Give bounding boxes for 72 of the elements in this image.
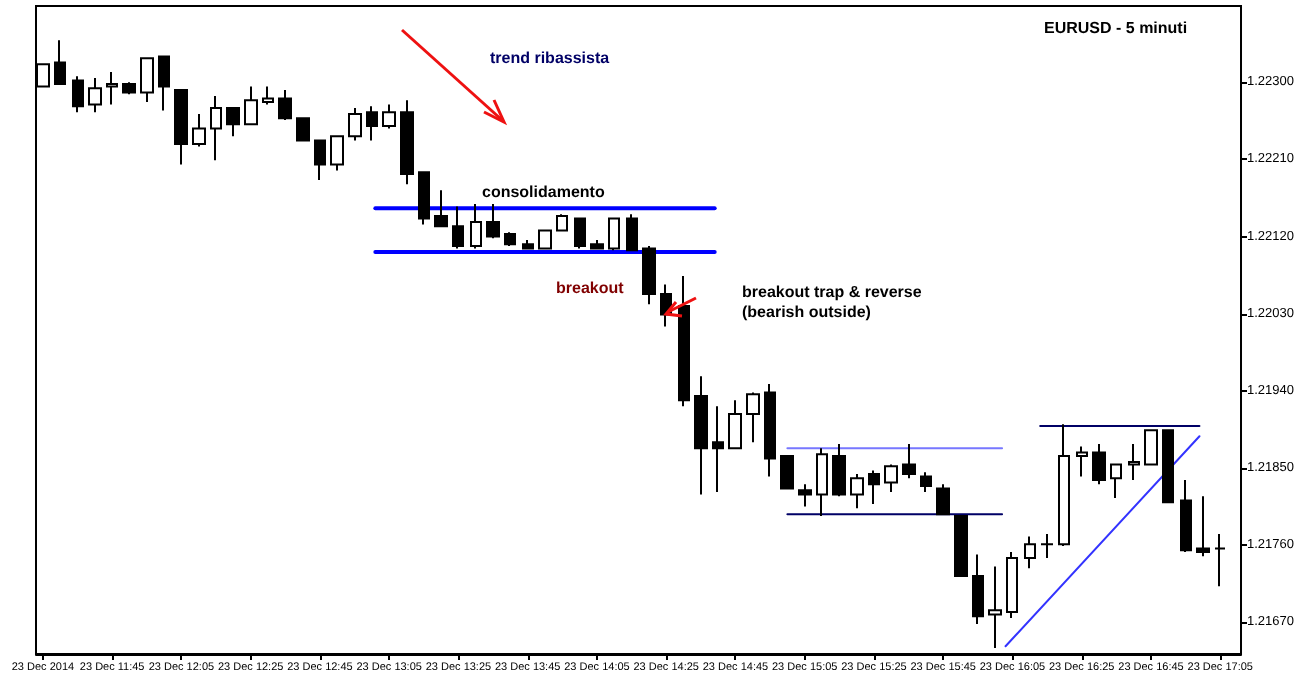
candlestick: [936, 483, 950, 516]
candlestick: [608, 217, 620, 252]
annotation: breakout trap & reverse (bearish outside): [742, 283, 923, 321]
candlestick: [590, 239, 604, 250]
candlestick: [418, 171, 430, 226]
candlestick: [192, 113, 206, 148]
candlestick: [72, 75, 84, 114]
candlestick: [1040, 533, 1054, 559]
candlestick: [522, 239, 534, 250]
candlestick: [626, 213, 638, 252]
candlestick: [106, 71, 118, 106]
candlestick: [210, 95, 222, 162]
candlestick: [850, 473, 864, 510]
candlestick: [504, 231, 516, 247]
candlestick: [972, 553, 984, 625]
candlestick: [556, 213, 568, 232]
candlestick: [902, 443, 916, 480]
candlestick: [780, 455, 794, 490]
candlestick: [382, 103, 396, 130]
text: EURUSD - 5 minuti: [1044, 19, 1188, 37]
candlestick: [1128, 443, 1140, 481]
candlestick: [452, 205, 464, 250]
candlestick: [366, 105, 378, 142]
annotation: consolidamento: [482, 183, 605, 201]
candlestick: [884, 463, 898, 493]
candlestick: [1006, 551, 1018, 619]
candlestick: [140, 57, 154, 103]
candlestick: [1144, 429, 1158, 466]
candlestick: [278, 89, 292, 121]
candlestick: [122, 81, 136, 96]
candlestick: [244, 85, 258, 126]
candlestick: [1214, 533, 1226, 588]
candlestick: [728, 399, 742, 450]
candlestick: [1196, 495, 1210, 558]
candlestick: [832, 443, 846, 498]
candlestick: [262, 85, 274, 106]
candlestick: [54, 39, 66, 85]
candlestick: [486, 203, 500, 240]
candlestick: [88, 77, 102, 114]
annotation: breakout: [556, 279, 625, 297]
candlestick: [678, 275, 690, 408]
candlestick: [296, 117, 310, 142]
candlestick: [174, 89, 188, 166]
candlestick: [954, 515, 968, 577]
candlestick: [816, 447, 828, 517]
candlestick: [1092, 443, 1106, 486]
candlestick: [226, 107, 240, 138]
candlestick: [314, 139, 326, 181]
candlestick: [1058, 423, 1070, 547]
candlestick: [1180, 479, 1192, 553]
candlestick: [348, 107, 362, 142]
candlestick: [158, 55, 170, 112]
candlestick: [764, 383, 776, 478]
candlestick: [1024, 535, 1036, 570]
candlestick: [538, 229, 552, 250]
candlestick: [868, 469, 880, 505]
candlestick: [988, 565, 1002, 649]
annotation: trend ribassista: [490, 49, 611, 67]
candlestick: [642, 245, 656, 306]
candlestick: [920, 471, 932, 493]
candlestick: [694, 375, 708, 496]
candlestick: [574, 217, 586, 250]
candlestick: [1162, 429, 1174, 504]
candlestick: [712, 405, 724, 493]
candlestick: [330, 135, 344, 172]
candlestick: [400, 99, 414, 186]
candlestick: [798, 483, 812, 508]
candlestick: [1076, 445, 1088, 478]
candlestick: [470, 203, 482, 250]
candlestick: [1110, 463, 1122, 499]
candlestick: [746, 391, 760, 444]
candlestick: [434, 189, 448, 228]
